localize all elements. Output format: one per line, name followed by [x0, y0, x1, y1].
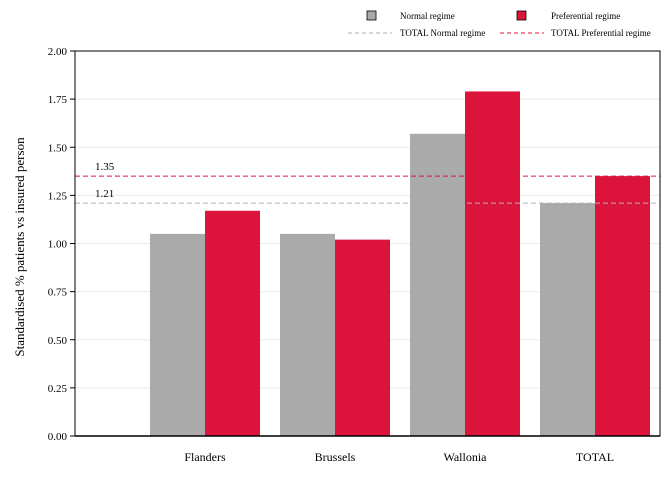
reference-lines: 1.21 1.35 [75, 161, 660, 204]
x-tick-label-wallonia: Wallonia [443, 450, 487, 464]
y-tick-label-4: 1.00 [48, 239, 68, 251]
bar-preferential-regime-wallonia [465, 91, 520, 437]
axes: 0.00 0.25 0.50 0.75 1.00 1.25 1.50 1.75 2.00 Flan… [48, 46, 661, 464]
y-tick-label-5: 1.25 [48, 190, 68, 202]
legend-label-total-normal-regime: TOTAL Normal regime [400, 28, 485, 38]
x-tick-label-flanders: Flanders [184, 450, 226, 464]
y-tick-label-1: 0.25 [48, 383, 68, 395]
bar-preferential-regime-total [595, 176, 650, 436]
y-tick-label-2: 0.50 [48, 335, 68, 347]
legend-label-total-preferential-regime: TOTAL Preferential regime [551, 28, 651, 38]
legend-label-preferential-regime: Preferential regime [551, 11, 620, 21]
bar-normal-regime-wallonia [410, 133, 465, 436]
x-tick-label-total: TOTAL [576, 450, 614, 464]
y-tick-label-3: 0.75 [48, 287, 68, 299]
y-axis-label: Standardised % patients vs insured perso… [12, 137, 27, 357]
bar-preferential-regime-brussels [335, 239, 390, 436]
y-tick-label-7: 1.75 [48, 94, 68, 106]
y-tick-label-0: 0.00 [48, 431, 68, 443]
bar-normal-regime-brussels [280, 233, 335, 436]
legend: Normal regime Preferential regime TOTAL … [348, 10, 651, 38]
legend-swatch-preferential-regime [516, 10, 527, 21]
bars [150, 91, 650, 437]
y-tick-label-8: 2.00 [48, 46, 68, 58]
x-tick-label-brussels: Brussels [315, 450, 356, 464]
bar-preferential-regime-flanders [205, 210, 260, 436]
legend-swatch-normal-regime [366, 10, 377, 21]
y-tick-label-6: 1.50 [48, 142, 68, 154]
reference-label-total-normal-regime: 1.21 [95, 188, 114, 200]
bar-normal-regime-total [540, 203, 595, 436]
reference-label-total-preferential-regime: 1.35 [95, 161, 115, 173]
legend-label-normal-regime: Normal regime [400, 11, 455, 21]
bar-normal-regime-flanders [150, 233, 205, 436]
